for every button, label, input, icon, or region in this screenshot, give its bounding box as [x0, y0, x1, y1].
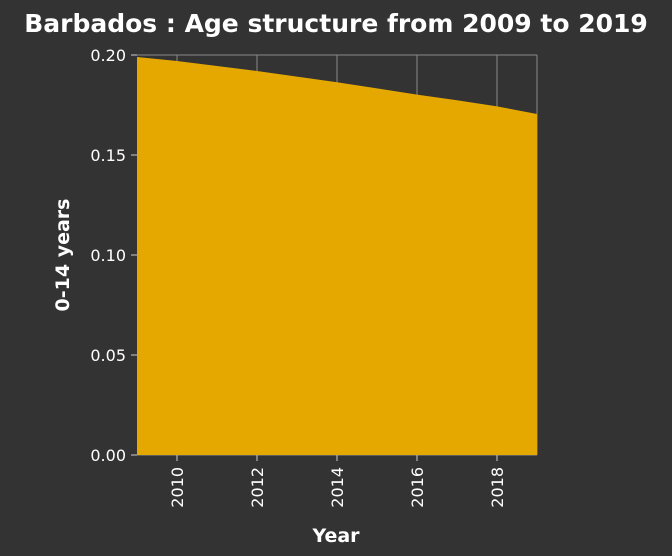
y-tick-label-0.15: 0.15 [90, 146, 126, 165]
x-tick-label-2012: 2012 [248, 467, 267, 508]
y-axis-title: 0-14 years [52, 199, 74, 312]
chart-title: Barbados : Age structure from 2009 to 20… [24, 9, 648, 38]
x-tick-label-2018: 2018 [488, 467, 507, 508]
x-tick-label-2010: 2010 [168, 467, 187, 508]
x-tick-label-2014: 2014 [328, 467, 347, 508]
axes: 0.00 0.05 0.10 0.15 0.20 2010 2012 2014 2016 2018 [90, 46, 507, 508]
y-tick-label-0.10: 0.10 [90, 246, 126, 265]
y-tick-label-0.20: 0.20 [90, 46, 126, 65]
x-axis-title: Year [311, 525, 360, 547]
area-series [137, 57, 537, 455]
y-tick-label-0.00: 0.00 [90, 446, 126, 465]
y-tick-label-0.05: 0.05 [90, 346, 126, 365]
x-tick-label-2016: 2016 [408, 467, 427, 508]
